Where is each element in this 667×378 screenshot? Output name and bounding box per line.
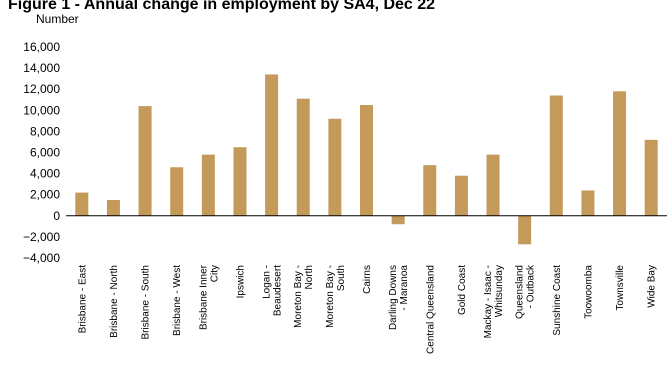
chart-title: Figure 1 - Annual change in employment b… bbox=[8, 0, 435, 13]
x-tick-label: South bbox=[336, 265, 347, 291]
y-tick-label: 0 bbox=[53, 209, 60, 223]
y-tick-label: 2,000 bbox=[30, 188, 60, 202]
x-axis-labels: Brisbane - East Brisbane - North Brisbane … bbox=[77, 264, 657, 354]
x-tick-label: Gold Coast bbox=[457, 265, 468, 315]
bar bbox=[138, 106, 152, 216]
x-tick-label: Cairns bbox=[362, 265, 373, 294]
x-tick-label: Brisbane - South bbox=[141, 265, 152, 340]
x-tick-label: Brisbane Inner bbox=[198, 264, 209, 330]
bar bbox=[518, 215, 532, 245]
x-tick-label: Queensland bbox=[515, 265, 526, 319]
x-tick-label: Beaudesert bbox=[273, 265, 284, 316]
bar bbox=[486, 154, 500, 216]
x-tick-label: - Maranoa bbox=[399, 265, 410, 311]
bar bbox=[233, 147, 247, 216]
x-tick-label: Central Queensland bbox=[425, 265, 436, 354]
bar bbox=[75, 192, 89, 216]
y-tick-label: 4,000 bbox=[30, 167, 60, 181]
y-tick-label: −4,000 bbox=[23, 251, 60, 265]
bar bbox=[391, 215, 405, 225]
x-tick-label: Mackay - Isaac - bbox=[483, 265, 494, 338]
x-tick-label: Whitsunday bbox=[494, 265, 505, 317]
x-tick-label: Brisbane - East bbox=[77, 265, 88, 334]
bar-series bbox=[75, 74, 658, 245]
x-tick-label: Wide Bay bbox=[647, 265, 658, 308]
bar bbox=[454, 175, 468, 216]
bar bbox=[644, 139, 658, 216]
x-tick-label: Ipswich bbox=[235, 265, 246, 298]
y-tick-label: 8,000 bbox=[30, 124, 60, 138]
x-tick-label: Sunshine Coast bbox=[552, 265, 563, 336]
x-tick-label: Townsville bbox=[615, 265, 626, 311]
x-tick-label: Brisbane - West bbox=[172, 265, 183, 336]
y-tick-label: 6,000 bbox=[30, 146, 60, 160]
bar bbox=[581, 190, 595, 216]
x-tick-label: Moreton Bay - bbox=[293, 265, 304, 328]
bar bbox=[170, 167, 184, 216]
bar bbox=[328, 118, 342, 216]
y-tick-label: 12,000 bbox=[23, 82, 60, 96]
bar bbox=[423, 165, 437, 216]
x-tick-label: Toowoomba bbox=[583, 265, 594, 319]
y-tick-label: 16,000 bbox=[23, 40, 60, 54]
y-tick-label: −2,000 bbox=[23, 230, 60, 244]
x-tick-label: Logan - bbox=[262, 265, 273, 299]
bar bbox=[296, 98, 310, 216]
bar bbox=[360, 105, 373, 216]
bar bbox=[613, 91, 627, 216]
x-tick-label: - Outback bbox=[526, 264, 537, 308]
x-tick-label: Brisbane - North bbox=[109, 265, 120, 338]
x-tick-label: Moreton Bay - bbox=[325, 265, 336, 328]
y-tick-label: 10,000 bbox=[23, 103, 60, 117]
x-tick-label: City bbox=[209, 265, 220, 282]
x-tick-label: Darling Downs bbox=[388, 265, 399, 330]
y-tick-label: 14,000 bbox=[23, 61, 60, 75]
bar bbox=[549, 95, 563, 216]
y-axis-title: Number bbox=[36, 12, 79, 26]
bar bbox=[265, 74, 279, 216]
bar bbox=[201, 154, 215, 216]
x-tick-label: North bbox=[304, 265, 315, 289]
bar bbox=[106, 199, 120, 216]
y-axis: 16,000 14,000 12,000 10,000 8,000 6,000 4,000 2… bbox=[23, 40, 60, 265]
